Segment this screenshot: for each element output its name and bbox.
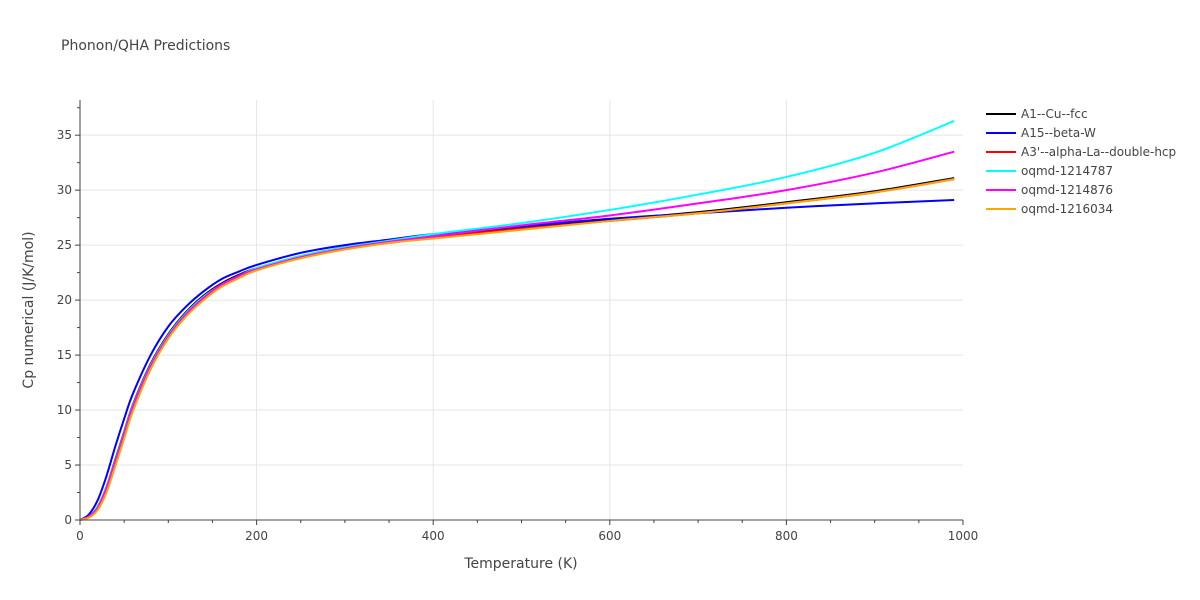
y-tick-label: 20 (57, 293, 72, 307)
y-axis-title: Cp numerical (J/K/mol) (21, 231, 37, 388)
x-axis-title: Temperature (K) (463, 556, 577, 572)
legend-label: oqmd-1216034 (1021, 202, 1113, 216)
x-axis: 0 200 400 600 800 1000 (76, 519, 979, 543)
legend-label: oqmd-1214876 (1021, 183, 1113, 197)
series-line-oqmd-1214876 (79, 150, 955, 521)
x-tick-label: 200 (245, 529, 268, 543)
legend-item[interactable]: oqmd-1214876 (986, 183, 1113, 197)
legend[interactable]: A1--Cu--fcc A15--beta-W A3'--alpha-La--dou… (986, 107, 1176, 216)
x-tick-label: 400 (422, 529, 445, 543)
x-tick-label: 0 (76, 529, 84, 543)
legend-item[interactable]: oqmd-1214787 (986, 164, 1113, 178)
series-line-oqmd-1214787 (79, 119, 955, 521)
y-tick-label: 5 (64, 458, 72, 472)
y-tick-label: 0 (64, 513, 72, 527)
chart-title: Phonon/QHA Predictions (61, 38, 230, 54)
y-tick-label: 35 (57, 128, 72, 142)
legend-item[interactable]: A3'--alpha-La--double-hcp (986, 145, 1176, 159)
x-tick-label: 800 (775, 529, 798, 543)
x-tick-label: 1000 (948, 529, 979, 543)
series-line-A15--beta-W (79, 199, 955, 521)
legend-item[interactable]: A1--Cu--fcc (986, 107, 1088, 121)
plot-area (79, 119, 955, 521)
legend-label: A15--beta-W (1021, 126, 1096, 140)
series-line-oqmd-1216034 (79, 178, 955, 521)
legend-label: A3'--alpha-La--double-hcp (1021, 145, 1176, 159)
x-tick-label: 600 (598, 529, 621, 543)
y-tick-label: 10 (57, 403, 72, 417)
y-tick-label: 25 (57, 238, 72, 252)
y-axis: 0 5 10 15 20 25 30 35 (57, 100, 81, 527)
legend-label: A1--Cu--fcc (1021, 107, 1088, 121)
legend-item[interactable]: A15--beta-W (986, 126, 1096, 140)
legend-item[interactable]: oqmd-1216034 (986, 202, 1113, 216)
legend-label: oqmd-1214787 (1021, 164, 1113, 178)
grid (80, 100, 963, 520)
y-tick-label: 15 (57, 348, 72, 362)
y-tick-label: 30 (57, 183, 72, 197)
